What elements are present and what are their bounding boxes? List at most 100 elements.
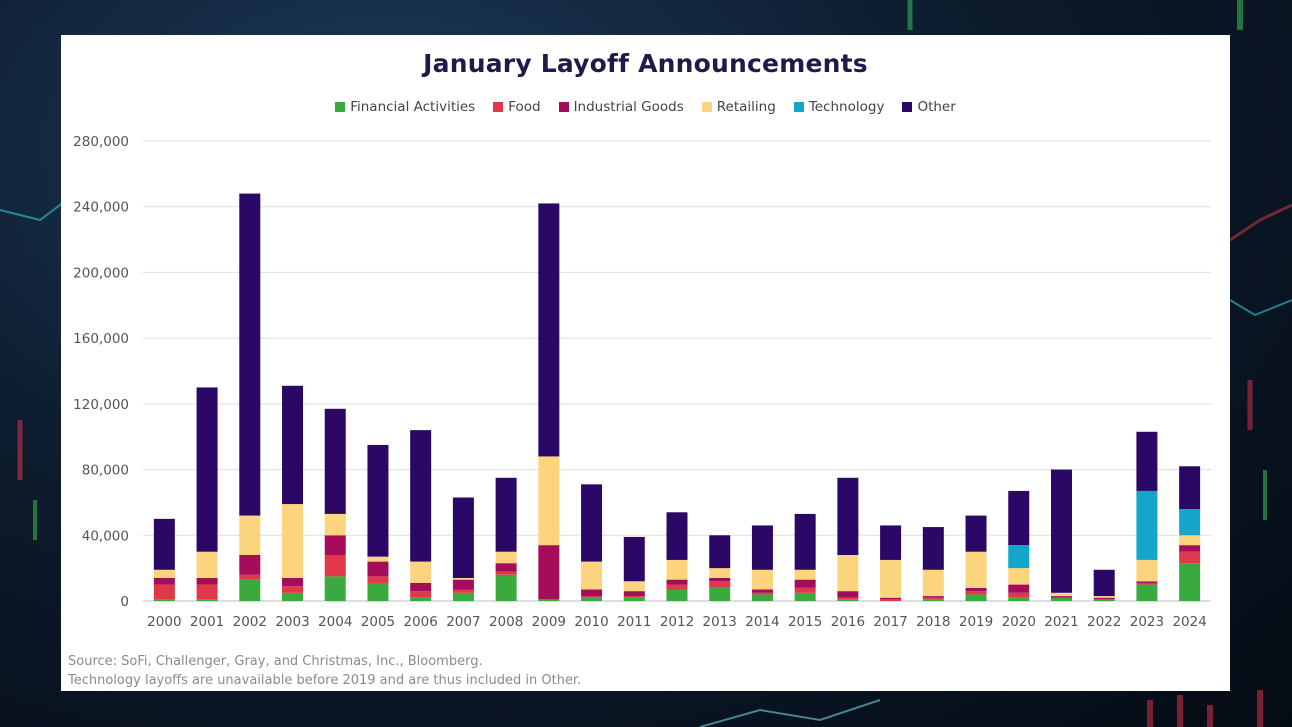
bar-segment-financial-activities — [1093, 599, 1115, 601]
x-tick-label: 2017 — [873, 614, 907, 630]
legend-swatch — [335, 102, 346, 112]
bar-segment-other — [1179, 466, 1201, 509]
bar-segment-industrial-goods — [709, 578, 731, 582]
bar-segment-financial-activities — [666, 589, 688, 601]
bar-segment-industrial-goods — [153, 578, 175, 585]
bar-segment-food — [794, 587, 816, 593]
bar-segment-food — [367, 576, 389, 583]
legend-label: Technology — [808, 99, 885, 115]
bar-segment-industrial-goods — [495, 563, 517, 572]
legend-swatch — [701, 102, 712, 112]
x-tick-label: 2006 — [404, 614, 438, 630]
stacked-bar-chart: 0 40,000 80,000 120,000 160,000 200,000 240,00… — [73, 134, 1211, 630]
bar-segment-other — [153, 518, 175, 570]
bar-segment-industrial-goods — [1179, 545, 1201, 552]
bar-segment-industrial-goods — [1050, 596, 1072, 598]
y-tick-label: 80,000 — [82, 463, 129, 479]
legend-swatch — [902, 102, 913, 112]
x-tick-label: 2001 — [190, 614, 224, 630]
bar-segment-retailing — [666, 559, 688, 580]
bar-segment-retailing — [324, 513, 346, 536]
bar-segment-other — [196, 387, 218, 552]
bar-segment-financial-activities — [282, 592, 304, 601]
legend-swatch — [558, 102, 569, 112]
bar-segment-food — [495, 571, 517, 575]
bar-segment-industrial-goods — [837, 591, 859, 598]
bar-segment-other — [751, 525, 773, 570]
bar-segment-other — [880, 525, 902, 560]
y-tick-label: 280,000 — [73, 134, 129, 150]
x-tick-label: 2007 — [446, 614, 480, 630]
bar-segment-retailing — [196, 551, 218, 578]
x-tick-label: 2003 — [275, 614, 309, 630]
bar-segment-other — [794, 513, 816, 570]
bar-segment-retailing — [367, 556, 389, 562]
bar-segment-other — [1050, 469, 1072, 593]
bar-segment-other — [1136, 431, 1158, 491]
y-tick-label: 200,000 — [73, 265, 129, 281]
bar-segment-other — [495, 477, 517, 552]
bar-segment-financial-activities — [324, 576, 346, 601]
legend-item-other: Other — [902, 99, 956, 115]
chart-title: January Layoff Announcements — [423, 49, 868, 78]
bar-segment-retailing — [880, 559, 902, 598]
bar-segment-food — [324, 555, 346, 577]
bar-segment-retailing — [922, 569, 944, 597]
bar-segment-retailing — [282, 504, 304, 578]
bar-segment-retailing — [965, 551, 987, 588]
legend-label: Food — [508, 99, 541, 115]
bar-segment-food — [1179, 551, 1201, 564]
bar-segment-retailing — [837, 555, 859, 592]
legend-label: Financial Activities — [350, 99, 476, 115]
bar-segment-food — [623, 596, 645, 598]
bar-segment-food — [709, 581, 731, 588]
x-tick-label: 2018 — [916, 614, 950, 630]
bar-segment-other — [324, 408, 346, 514]
bar-segment-technology — [1008, 545, 1030, 569]
bar-segment-industrial-goods — [880, 597, 902, 600]
legend-label: Retailing — [716, 99, 776, 115]
bar-segment-industrial-goods — [922, 596, 944, 598]
bar-segment-financial-activities — [922, 599, 944, 601]
x-tick-label: 2014 — [745, 614, 779, 630]
legend-label: Industrial Goods — [573, 99, 684, 115]
bar-segment-retailing — [495, 551, 517, 564]
bar-segment-industrial-goods — [751, 589, 773, 593]
x-tick-label: 2016 — [831, 614, 865, 630]
y-tick-label: 240,000 — [73, 200, 129, 216]
legend-swatch — [793, 102, 804, 112]
legend-item-financial-activities: Financial Activities — [335, 99, 475, 115]
bar-segment-other — [538, 203, 560, 457]
bar-segment-financial-activities — [153, 599, 175, 601]
bar-segment-financial-activities — [1136, 584, 1158, 601]
bar-segment-industrial-goods — [367, 561, 389, 577]
bar-segment-retailing — [153, 569, 175, 578]
bar-segment-financial-activities — [239, 579, 261, 601]
chart-legend: Financial Activities Food Industrial Goods… — [61, 99, 1230, 115]
bar-segment-other — [282, 385, 304, 505]
bar-segment-food — [581, 596, 603, 598]
x-tick-label: 2020 — [1002, 614, 1036, 630]
bar-segment-retailing — [410, 561, 432, 583]
x-tick-label: 2000 — [147, 614, 181, 630]
bar-segment-retailing — [751, 569, 773, 590]
bar-segment-industrial-goods — [623, 591, 645, 597]
bar-segment-food — [196, 584, 218, 600]
bar-segment-financial-activities — [965, 594, 987, 601]
source-footnote: Source: SoFi, Challenger, Gray, and Chri… — [68, 654, 483, 669]
bar-segment-other — [922, 527, 944, 570]
x-tick-label: 2010 — [574, 614, 608, 630]
bar-segment-food — [880, 599, 902, 601]
bar-segment-industrial-goods — [239, 555, 261, 575]
bar-segment-food — [666, 584, 688, 590]
x-tick-label: 2022 — [1087, 614, 1121, 630]
x-tick-label: 2019 — [959, 614, 993, 630]
bar-segment-other — [1093, 569, 1115, 597]
bar-segment-financial-activities — [538, 599, 560, 601]
bar-segment-other — [837, 477, 859, 555]
bar-segment-retailing — [623, 581, 645, 592]
bar-segment-food — [837, 597, 859, 600]
bar-segment-retailing — [1093, 596, 1115, 598]
bar-segment-industrial-goods — [538, 545, 560, 600]
bar-segment-industrial-goods — [1136, 581, 1158, 583]
